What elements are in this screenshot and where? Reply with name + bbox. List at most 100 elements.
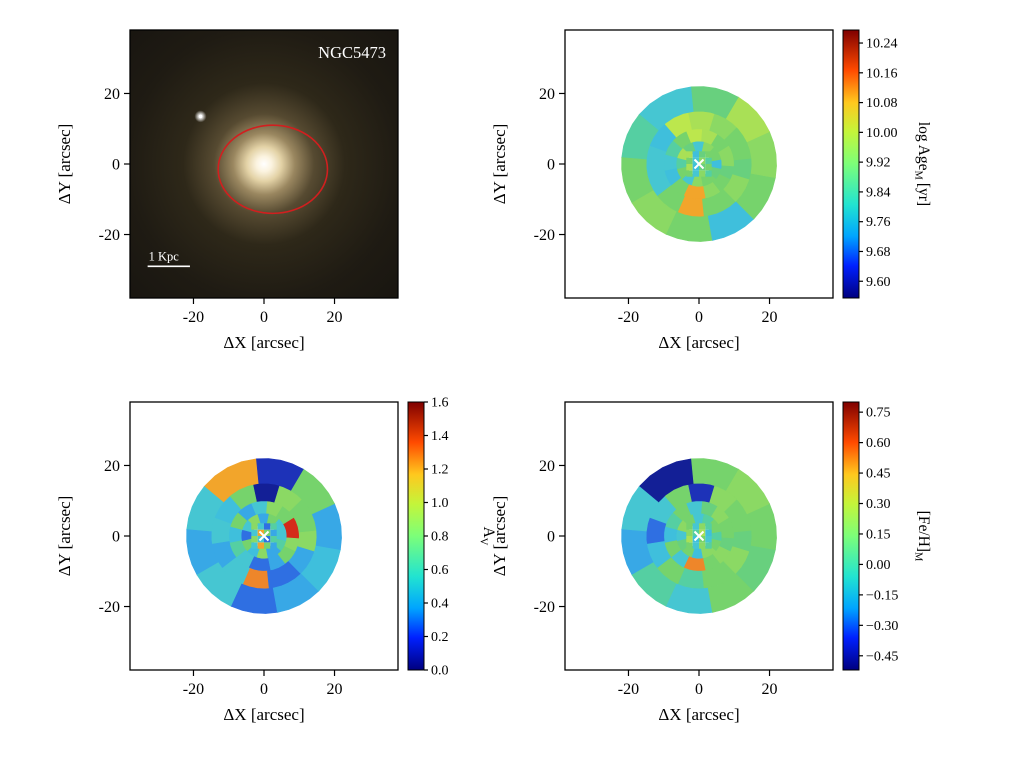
axis-frame	[564, 29, 834, 299]
voronoi-core-cell	[251, 542, 258, 549]
voronoi-cell	[691, 86, 739, 119]
x-tick-label: 0	[695, 681, 703, 698]
voronoi-core-cell	[686, 536, 693, 543]
colorbar-tick-label: 0.30	[866, 497, 891, 512]
colorbar-tick-label: 0.8	[431, 530, 449, 545]
colorbar-tick-label: 0.45	[866, 467, 891, 482]
x-tick-label: 0	[695, 309, 703, 326]
axis-frame	[564, 401, 834, 671]
colorbar	[842, 29, 860, 299]
y-tick-label: -20	[534, 599, 555, 616]
x-tick-label: 0	[260, 681, 268, 698]
x-tick-label: 20	[327, 309, 343, 326]
colorbar-tick-label: 10.24	[866, 37, 898, 52]
voronoi-core-cell	[686, 542, 693, 549]
voronoi-map	[186, 458, 342, 614]
colorbar-tick-label: 9.84	[866, 185, 891, 200]
colorbar-tick-label: 10.08	[866, 96, 898, 111]
center-marker	[258, 530, 270, 542]
voronoi-cell	[256, 458, 304, 491]
colorbar-tick-label: 9.60	[866, 275, 891, 290]
voronoi-core-cell	[270, 529, 277, 536]
y-axis-label: ΔY [arcsec]	[55, 124, 74, 205]
x-tick-label: -20	[183, 309, 204, 326]
voronoi-core-cell	[686, 151, 693, 158]
colorbar-tick-label: 1.0	[431, 496, 449, 511]
voronoi-core-cell	[705, 151, 712, 158]
voronoi-core-cell	[692, 151, 699, 158]
voronoi-core-cell	[705, 529, 712, 536]
colorbar-tick-label: 0.2	[431, 630, 449, 645]
voronoi-core-cell	[257, 542, 264, 549]
voronoi-core-cell	[705, 542, 712, 549]
x-axis-label: ΔX [arcsec]	[658, 333, 739, 352]
voronoi-core-cell	[705, 523, 712, 530]
voronoi-core-cell	[264, 542, 271, 549]
y-axis-label: ΔY [arcsec]	[490, 496, 509, 577]
colorbar-tick-label: −0.15	[866, 588, 898, 603]
x-tick-label: 20	[762, 681, 778, 698]
voronoi-core-cell	[699, 151, 706, 158]
colorbar-tick-label: 0.75	[866, 406, 891, 421]
voronoi-core-cell	[257, 523, 264, 530]
voronoi-core-cell	[686, 157, 693, 164]
x-tick-label: 20	[762, 309, 778, 326]
voronoi-core-cell	[251, 536, 258, 543]
panel-metallicity-map: -20 0 20 20 0 -20 ΔX [arcsec] ΔY [arcsec] 0.75 0.…	[490, 401, 933, 724]
colorbar-tick-label: 0.15	[866, 527, 891, 542]
x-tick-label: -20	[618, 681, 639, 698]
panel-optical-image: NGC5473 1 Kpc -20 0 20 20 0 -20 ΔX [arcsec] ΔY [a…	[55, 29, 399, 352]
voronoi-cell	[252, 482, 280, 503]
colorbar-tick-label: 0.60	[866, 436, 891, 451]
colorbar-tick-label: −0.45	[866, 649, 898, 664]
x-axis-label: ΔX [arcsec]	[223, 705, 304, 724]
colorbar-tick-label: 9.68	[866, 245, 891, 260]
colorbar-tick-label: 0.6	[431, 563, 449, 578]
colorbar-tick-label: 0.00	[866, 558, 891, 573]
voronoi-core-cell	[251, 529, 258, 536]
colorbar-tick-label: −0.30	[866, 619, 898, 634]
colorbar-tick-label: 1.2	[431, 463, 449, 478]
axis-frame	[129, 401, 399, 671]
voronoi-core-cell	[686, 529, 693, 536]
aperture-ellipse	[217, 124, 329, 215]
voronoi-core-cell	[705, 157, 712, 164]
y-tick-label: -20	[99, 227, 120, 244]
scale-bar-label: 1 Kpc	[149, 249, 180, 263]
voronoi-core-cell	[270, 523, 277, 530]
colorbar-tick-label: 9.92	[866, 156, 891, 171]
y-tick-label: 0	[112, 157, 120, 174]
y-tick-label: 0	[547, 529, 555, 546]
voronoi-core-cell	[699, 542, 706, 549]
panel-age-map: -20 0 20 20 0 -20 ΔX [arcsec] ΔY [arcsec] 10.24 1…	[490, 29, 933, 352]
voronoi-core-cell	[692, 523, 699, 530]
center-marker	[693, 158, 705, 170]
y-tick-label: 0	[547, 157, 555, 174]
voronoi-core-cell	[270, 536, 277, 543]
voronoi-map	[621, 458, 777, 614]
y-tick-label: -20	[534, 227, 555, 244]
colorbar-title: AV	[478, 527, 498, 546]
voronoi-cell	[687, 110, 715, 131]
center-marker	[693, 530, 705, 542]
y-tick-label: -20	[99, 599, 120, 616]
colorbar-tick-label: 0.0	[431, 664, 449, 679]
x-tick-label: -20	[618, 309, 639, 326]
y-axis-label: ΔY [arcsec]	[490, 124, 509, 205]
colorbar-tick-label: 10.00	[866, 126, 898, 141]
colorbar-tick-label: 1.6	[431, 396, 449, 411]
axis-frame	[129, 29, 399, 299]
colorbar-title: log AgeM[yr]	[913, 122, 933, 206]
voronoi-core-cell	[251, 523, 258, 530]
voronoi-cell	[691, 458, 739, 491]
x-axis-label: ΔX [arcsec]	[658, 705, 739, 724]
voronoi-core-cell	[705, 536, 712, 543]
y-axis-label: ΔY [arcsec]	[55, 496, 74, 577]
y-tick-label: 20	[104, 86, 120, 103]
voronoi-core-cell	[686, 164, 693, 171]
colorbar-title: [Fe/H]M	[913, 511, 933, 562]
voronoi-core-cell	[270, 542, 277, 549]
panel-extinction-map: -20 0 20 20 0 -20 ΔX [arcsec] ΔY [arcsec] 1.6 1.4…	[55, 396, 498, 725]
colorbar-title-text: [Fe/H]M	[913, 511, 933, 562]
